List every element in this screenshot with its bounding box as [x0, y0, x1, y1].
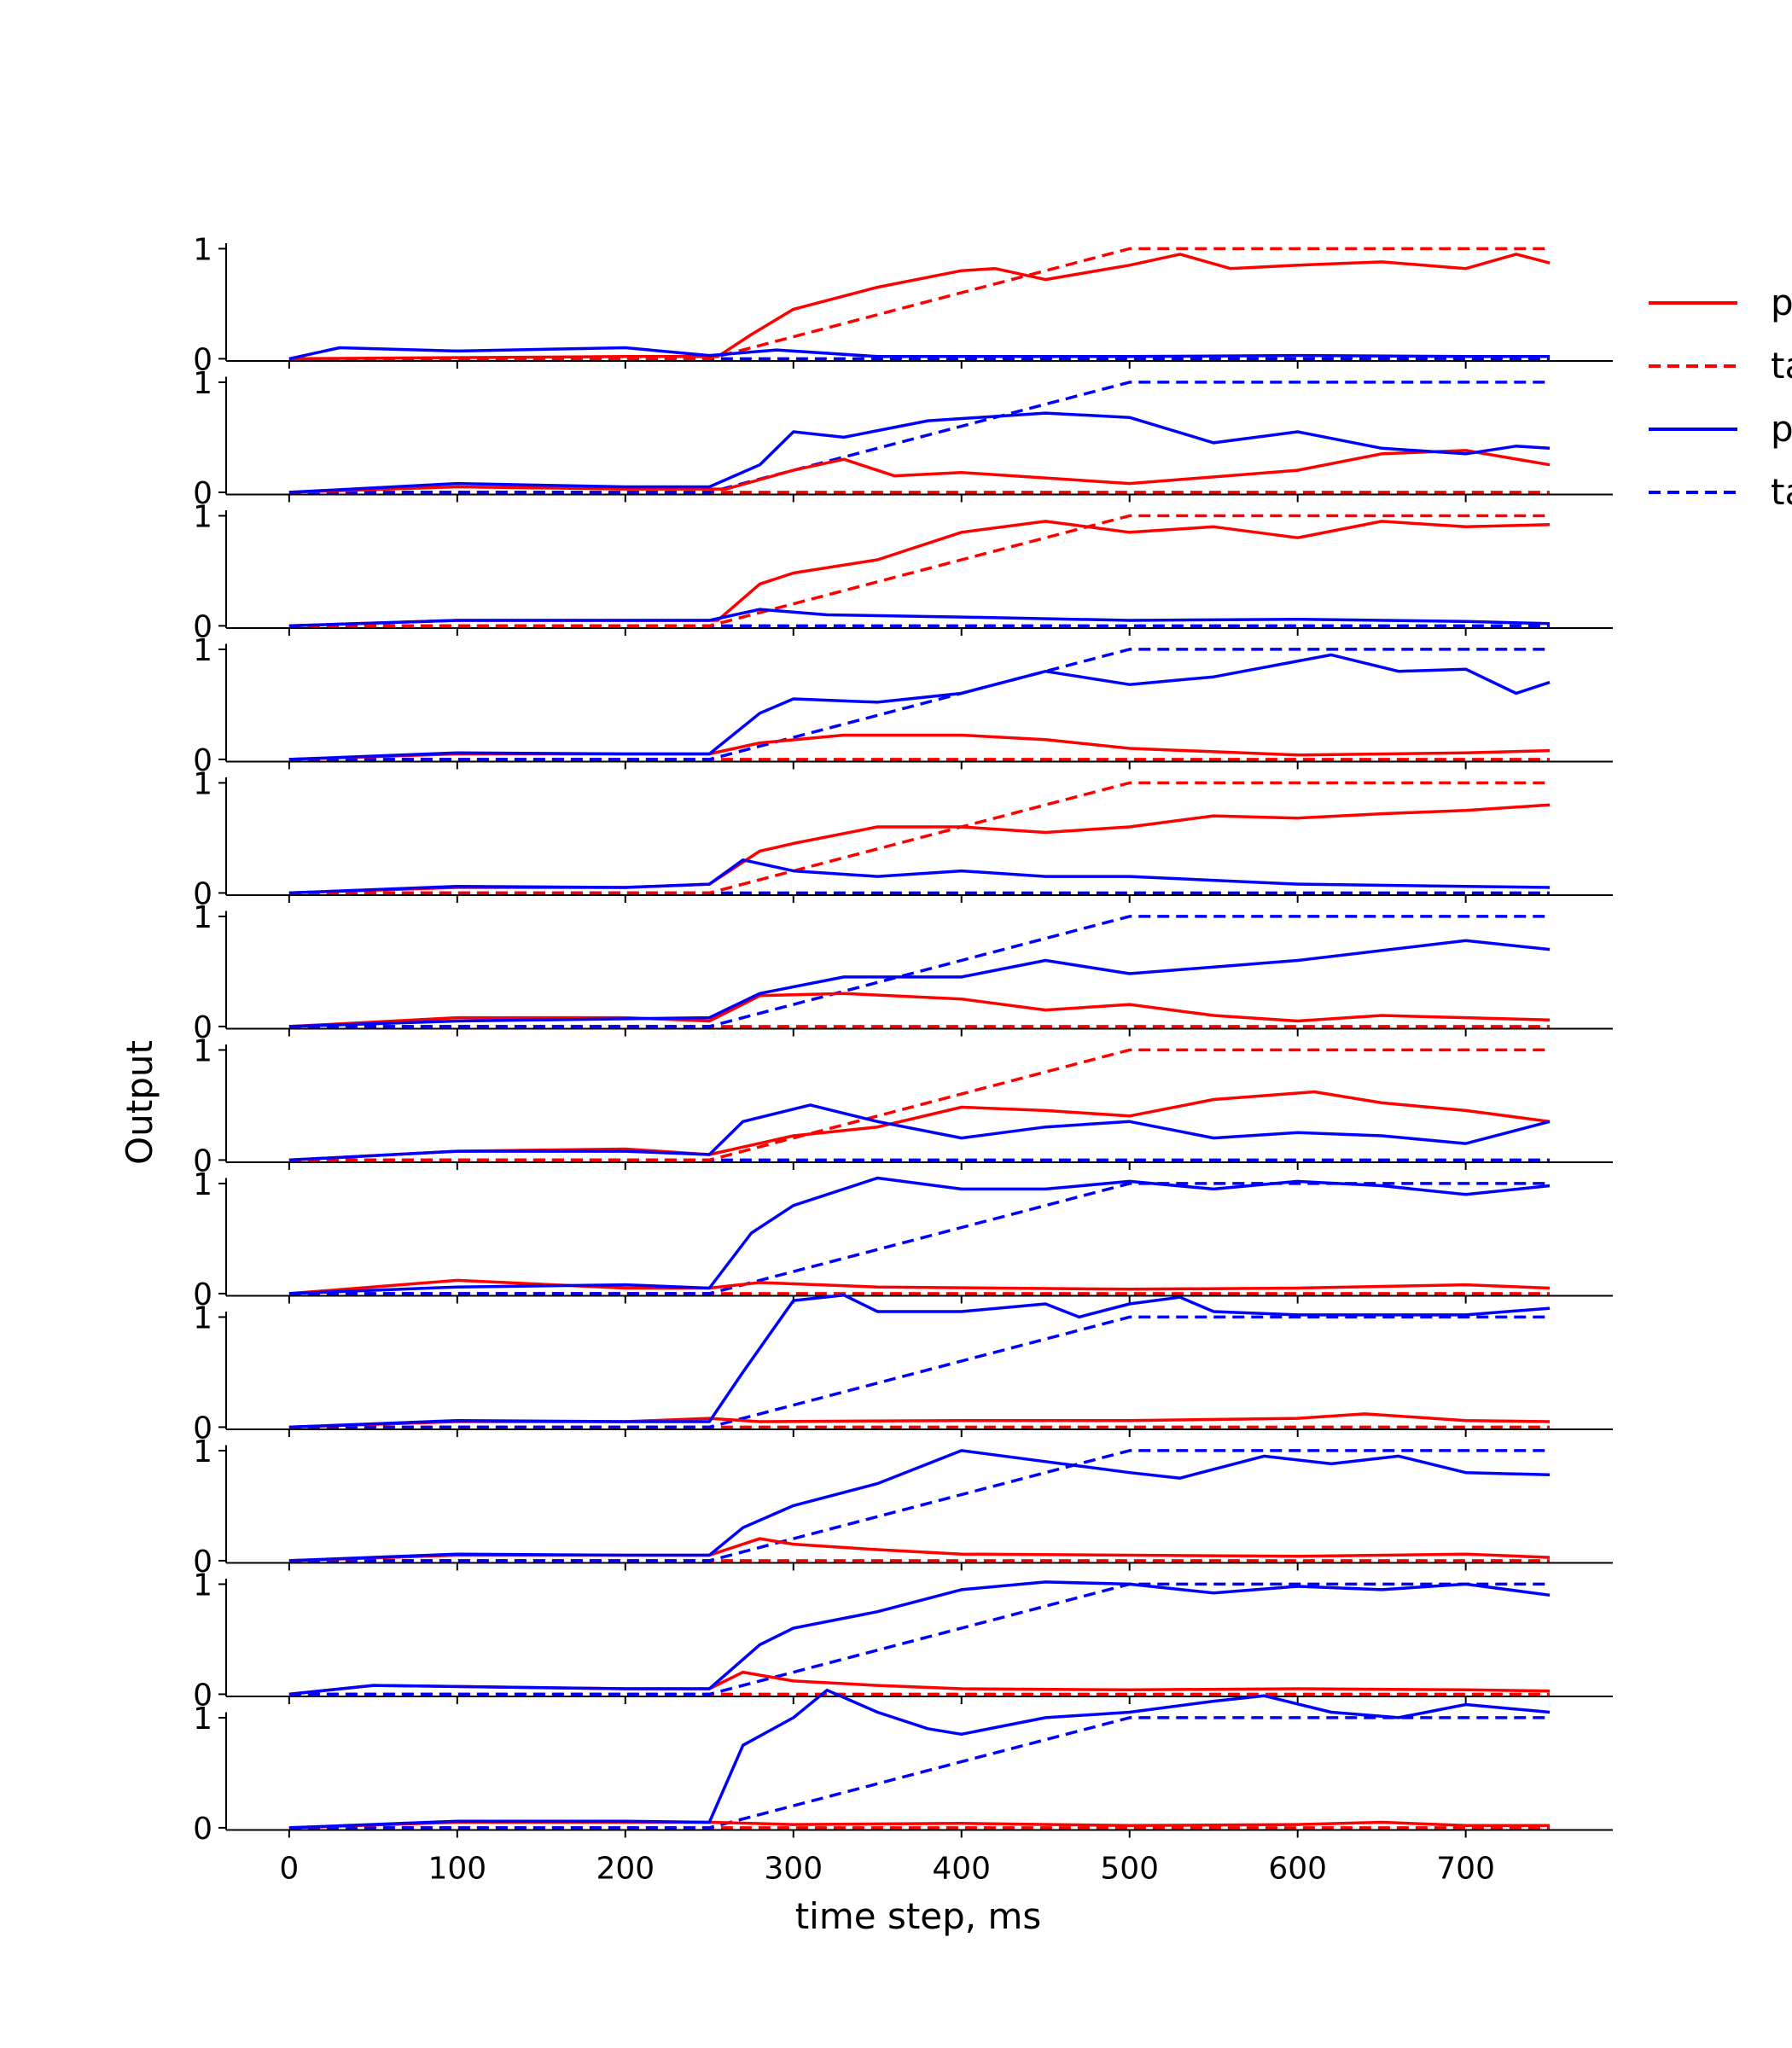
legend-label: p — [1771, 408, 1792, 450]
panel-12: 01 — [193, 1688, 1613, 1847]
output-line-blue — [288, 858, 1551, 895]
y-tick-label: 1 — [193, 232, 212, 267]
y-tick-label: 0 — [193, 1010, 212, 1045]
x-tick-label: 500 — [1100, 1852, 1159, 1887]
output-line-blue — [288, 939, 1551, 1028]
y-tick-label: 1 — [193, 766, 212, 801]
target-line-blue — [288, 1182, 1551, 1295]
output-line-blue — [288, 608, 1551, 628]
output-line-blue — [288, 346, 1551, 361]
target-line-blue — [288, 1582, 1551, 1696]
y-tick-label: 1 — [193, 1300, 212, 1335]
x-tick-label: 100 — [428, 1852, 486, 1887]
output-line-red — [288, 1537, 1551, 1562]
output-line-blue — [288, 1449, 1551, 1562]
output-line-red — [288, 1670, 1551, 1696]
x-tick-label: 0 — [279, 1852, 299, 1887]
y-tick-label: 0 — [193, 1277, 212, 1312]
output-line-blue — [288, 411, 1551, 494]
y-tick-label: 0 — [193, 876, 212, 911]
y-tick-label: 0 — [193, 1143, 212, 1178]
panel-11: 01 — [193, 1568, 1613, 1713]
y-tick-label: 1 — [193, 366, 212, 401]
target-line-red — [288, 514, 1551, 628]
target-line-blue — [288, 1315, 1551, 1429]
x-tick-label: 400 — [932, 1852, 991, 1887]
legend-label: ta — [1771, 471, 1792, 513]
target-line-blue — [288, 381, 1551, 494]
target-line-blue — [288, 915, 1551, 1028]
output-line-blue — [288, 1688, 1551, 1830]
target-line-red — [288, 247, 1551, 361]
output-line-red — [288, 449, 1551, 494]
panel-10: 01 — [193, 1434, 1613, 1580]
target-line-red — [288, 1048, 1551, 1162]
y-tick-label: 0 — [193, 743, 212, 778]
output-line-blue — [288, 1103, 1551, 1162]
y-tick-label: 0 — [193, 609, 212, 644]
legend-label: p — [1771, 282, 1792, 323]
y-tick-label: 1 — [193, 1167, 212, 1202]
legend-label: ta — [1771, 345, 1792, 387]
panel-3: 01 — [193, 499, 1613, 644]
output-line-blue — [288, 1580, 1551, 1696]
panel-8: 01 — [193, 1167, 1613, 1312]
x-axis-label: time step, ms — [795, 1895, 1042, 1937]
y-tick-label: 1 — [193, 1568, 212, 1603]
target-line-red — [288, 781, 1551, 895]
x-axis: 0 100 200 300 400 500 600 700 — [279, 1852, 1495, 1887]
y-tick-label: 1 — [193, 1702, 212, 1737]
panel-1: 01 — [193, 232, 1613, 377]
y-tick-label: 1 — [193, 499, 212, 534]
y-tick-label: 1 — [193, 1033, 212, 1068]
output-line-red — [288, 733, 1551, 761]
y-tick-label: 0 — [193, 1678, 212, 1713]
target-line-blue — [288, 1716, 1551, 1830]
y-tick-label: 0 — [193, 342, 212, 377]
y-tick-label: 0 — [193, 476, 212, 511]
panel-7: 01 — [193, 1033, 1613, 1178]
output-line-red — [288, 1278, 1551, 1295]
output-line-blue — [288, 653, 1551, 761]
y-tick-label: 1 — [193, 900, 212, 935]
output-line-blue — [288, 1176, 1551, 1295]
x-tick-label: 200 — [596, 1852, 655, 1887]
legend: p ta p ta — [1649, 282, 1792, 513]
y-tick-label: 0 — [193, 1411, 212, 1446]
panel-4: 01 — [193, 633, 1613, 778]
panel-5: 01 — [193, 766, 1613, 911]
y-tick-label: 1 — [193, 1434, 212, 1469]
panel-2: 01 — [193, 366, 1613, 511]
target-line-blue — [288, 648, 1551, 761]
output-line-red — [288, 520, 1551, 628]
output-line-red — [288, 253, 1551, 361]
output-line-blue — [288, 1293, 1551, 1429]
y-tick-label: 0 — [193, 1812, 212, 1847]
x-tick-label: 300 — [764, 1852, 823, 1887]
x-tick-label: 700 — [1436, 1852, 1495, 1887]
y-tick-label: 1 — [193, 633, 212, 668]
y-tick-label: 0 — [193, 1545, 212, 1580]
x-tick-label: 600 — [1268, 1852, 1327, 1887]
panel-6: 01 — [193, 900, 1613, 1045]
panel-9: 01 — [193, 1293, 1613, 1446]
y-axis-label: Output — [119, 1040, 160, 1165]
target-line-blue — [288, 1449, 1551, 1562]
output-line-red — [288, 803, 1551, 895]
output-line-red — [288, 1090, 1551, 1162]
